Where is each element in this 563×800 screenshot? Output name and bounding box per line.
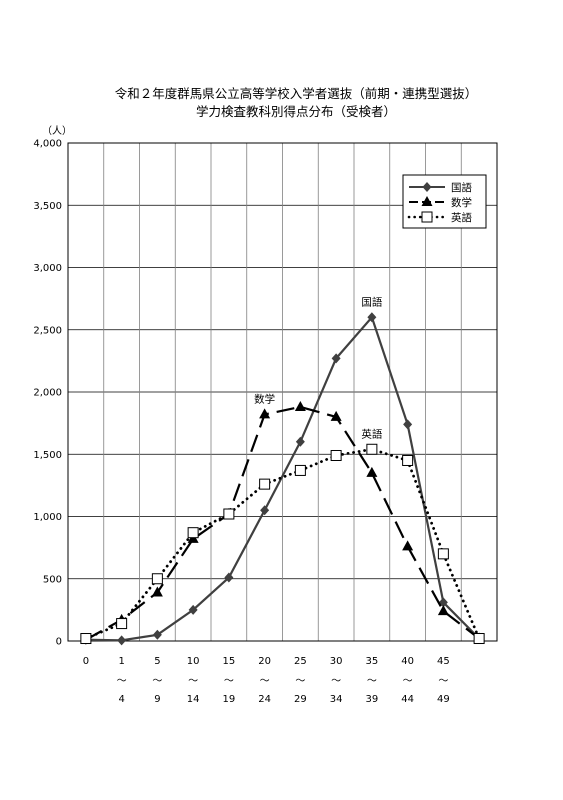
y-tick-label: 1,500 (33, 450, 62, 461)
x-tick-label-end: 44 (401, 694, 414, 705)
x-tick-tilde: ～ (403, 676, 413, 687)
x-tick-label: 15 (223, 656, 236, 667)
y-tick-label: 2,000 (33, 388, 62, 399)
diamond-marker (403, 419, 413, 430)
diamond-marker (224, 572, 234, 583)
square-marker (437, 548, 449, 560)
x-tick-label: 45 (437, 656, 450, 667)
square-marker (330, 449, 342, 461)
triangle-marker (330, 410, 342, 421)
square-marker (151, 573, 163, 585)
legend-label: 国語 (451, 181, 472, 194)
series-line (84, 447, 481, 640)
chart-title-line-2: 学力検査教科別得点分布（受検者） (196, 104, 396, 119)
x-tick-tilde: ～ (367, 676, 377, 687)
series-line (85, 405, 480, 641)
diamond-marker (295, 436, 305, 447)
triangle-marker (151, 586, 163, 597)
x-tick-tilde: ～ (224, 676, 234, 687)
diamond-marker (260, 505, 270, 516)
y-tick-label: 3,000 (33, 263, 62, 274)
diamond-marker (152, 629, 162, 640)
x-tick-tilde: ～ (188, 676, 198, 687)
x-tick-label-end: 4 (118, 694, 124, 705)
annotation-label: 英語 (361, 427, 382, 440)
x-tick-label: 25 (294, 656, 307, 667)
x-tick-tilde: ～ (438, 676, 448, 687)
square-marker (402, 454, 414, 466)
x-tick-label: 10 (187, 656, 200, 667)
square-marker (80, 633, 92, 645)
annotation-label: 国語 (361, 295, 382, 308)
diamond-marker (331, 353, 341, 364)
square-marker (116, 618, 128, 630)
square-marker (421, 211, 433, 223)
series-line (85, 315, 480, 642)
triangle-marker (294, 400, 306, 411)
y-tick-label: 3,500 (33, 201, 62, 212)
x-tick-label: 0 (83, 656, 89, 667)
x-tick-label: 20 (258, 656, 271, 667)
x-tick-label: 35 (366, 656, 379, 667)
legend-label: 数学 (451, 196, 472, 209)
square-marker (473, 633, 485, 645)
x-tick-label: 30 (330, 656, 343, 667)
diamond-marker (188, 604, 198, 615)
legend-label: 英語 (451, 211, 472, 224)
x-tick-label-end: 9 (154, 694, 160, 705)
x-tick-tilde: ～ (295, 676, 305, 687)
x-tick-tilde: ～ (260, 676, 270, 687)
series-3 (80, 443, 485, 645)
x-tick-label-end: 24 (258, 694, 271, 705)
x-tick-label-end: 39 (366, 694, 379, 705)
diamond-marker (367, 312, 377, 323)
square-marker (187, 527, 199, 539)
x-tick-label-end: 14 (187, 694, 200, 705)
square-marker (294, 464, 306, 476)
chart-title-line-1: 令和２年度群馬県公立高等学校入学者選抜（前期・連携型選抜） (115, 86, 478, 101)
x-tick-label: 40 (401, 656, 414, 667)
triangle-marker (402, 540, 414, 551)
triangle-marker (421, 196, 433, 206)
triangle-marker (366, 466, 378, 477)
x-tick-label-end: 49 (437, 694, 450, 705)
square-marker (366, 443, 378, 455)
y-tick-label: 0 (56, 637, 62, 648)
series (80, 312, 485, 646)
plot-area-frame (67, 142, 498, 642)
legend-entry: 国語 (409, 181, 472, 194)
x-tick-label: 1 (118, 656, 124, 667)
x-tick-tilde: ～ (117, 676, 127, 687)
y-tick-label: 500 (43, 574, 62, 585)
square-marker (259, 478, 271, 490)
x-tick-label: 5 (154, 656, 160, 667)
legend-entry: 英語 (407, 211, 472, 224)
triangle-marker (437, 605, 449, 616)
grid (68, 143, 497, 641)
legend-entry: 数学 (409, 196, 472, 209)
x-tick-label-end: 19 (223, 694, 236, 705)
y-tick-label: 2,500 (33, 325, 62, 336)
x-tick-label-end: 29 (294, 694, 307, 705)
diamond-marker (422, 182, 432, 192)
y-axis-unit-label: （人） (42, 125, 72, 137)
square-marker (223, 508, 235, 520)
triangle-marker (259, 408, 271, 419)
tick-labels: 0 500 1,000 1,500 2,000 2,500 3,000 3,500 4,000 0… (33, 139, 449, 706)
y-tick-label: 4,000 (33, 139, 62, 150)
annotation-label: 数学 (254, 392, 275, 405)
x-tick-tilde: ～ (331, 676, 341, 687)
diamond-marker (117, 635, 127, 646)
x-tick-label-end: 34 (330, 694, 343, 705)
x-tick-tilde: ～ (152, 676, 162, 687)
y-tick-label: 1,000 (33, 512, 62, 523)
